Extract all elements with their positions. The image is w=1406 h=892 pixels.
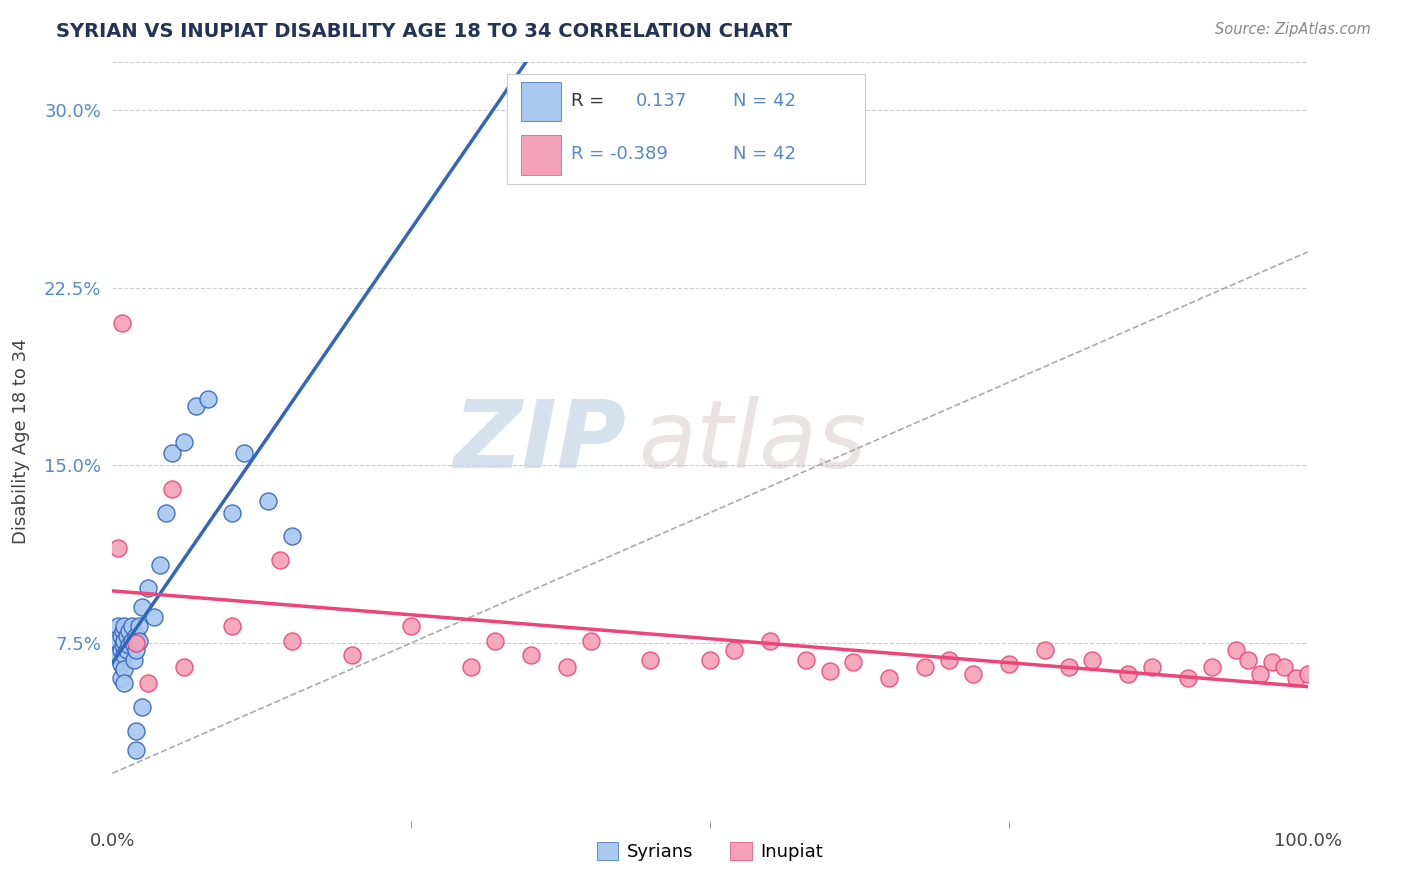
Point (143, 610, 166, 624)
Point (122, 652, 145, 666)
Legend: Syrians, Inupiat: Syrians, Inupiat (589, 835, 831, 869)
Point (914, 659, 936, 673)
Point (107, 541, 129, 556)
Point (111, 316, 134, 330)
Point (118, 624, 141, 639)
Point (107, 633, 129, 648)
Point (125, 643, 148, 657)
Point (1177, 672, 1199, 686)
Point (1285, 672, 1308, 686)
Text: atlas: atlas (638, 396, 866, 487)
Point (233, 446, 256, 460)
Point (962, 666, 984, 681)
Point (520, 648, 543, 662)
Point (122, 638, 145, 652)
Point (138, 676, 160, 690)
Point (131, 600, 153, 615)
Point (162, 482, 183, 496)
Point (114, 633, 135, 648)
Point (107, 648, 129, 662)
Point (110, 657, 132, 672)
Point (555, 659, 578, 673)
Point (1296, 666, 1319, 681)
Point (460, 659, 482, 673)
Point (1033, 643, 1056, 657)
Point (794, 652, 817, 666)
Point (1237, 652, 1260, 666)
Point (112, 638, 135, 652)
Point (1249, 666, 1271, 681)
Point (1057, 659, 1080, 673)
Point (128, 633, 150, 648)
Point (114, 648, 135, 662)
Point (125, 742, 148, 756)
Point (107, 619, 129, 633)
Point (125, 723, 148, 738)
Point (1201, 659, 1223, 673)
Point (484, 633, 506, 648)
Point (759, 633, 782, 648)
Point (579, 633, 602, 648)
Point (173, 434, 195, 449)
Point (128, 619, 150, 633)
Point (221, 619, 243, 633)
Point (1118, 666, 1140, 681)
Point (114, 619, 135, 633)
Point (121, 619, 143, 633)
Point (162, 446, 183, 460)
Point (1142, 659, 1164, 673)
Point (186, 399, 208, 413)
Point (1081, 652, 1104, 666)
Point (155, 506, 177, 520)
Point (269, 553, 291, 567)
Text: Source: ZipAtlas.com: Source: ZipAtlas.com (1215, 22, 1371, 37)
Point (115, 629, 138, 643)
Point (281, 529, 304, 543)
Point (1272, 659, 1295, 673)
Point (257, 493, 280, 508)
Y-axis label: Disability Age 18 to 34: Disability Age 18 to 34 (13, 339, 30, 544)
Point (1261, 655, 1284, 669)
Point (125, 629, 148, 643)
Text: ZIP: ZIP (454, 395, 627, 488)
Point (112, 624, 135, 639)
Point (138, 582, 160, 596)
Point (118, 638, 141, 652)
Point (818, 665, 841, 679)
Point (173, 659, 195, 673)
Point (149, 558, 172, 572)
Point (197, 392, 219, 406)
Point (110, 629, 132, 643)
Point (723, 643, 745, 657)
Point (221, 506, 243, 520)
Point (842, 655, 865, 669)
Point (114, 662, 135, 676)
Point (938, 652, 960, 666)
Point (125, 636, 148, 650)
Point (121, 633, 143, 648)
Point (1225, 643, 1247, 657)
Point (340, 648, 363, 662)
Point (114, 676, 135, 690)
Point (640, 652, 662, 666)
Point (998, 657, 1021, 672)
Point (699, 652, 721, 666)
Point (110, 672, 132, 686)
Point (281, 633, 304, 648)
Text: SYRIAN VS INUPIAT DISABILITY AGE 18 TO 34 CORRELATION CHART: SYRIAN VS INUPIAT DISABILITY AGE 18 TO 3… (56, 22, 792, 41)
Point (879, 672, 901, 686)
Point (401, 619, 423, 633)
Point (110, 643, 132, 657)
Point (131, 699, 153, 714)
Point (115, 643, 138, 657)
